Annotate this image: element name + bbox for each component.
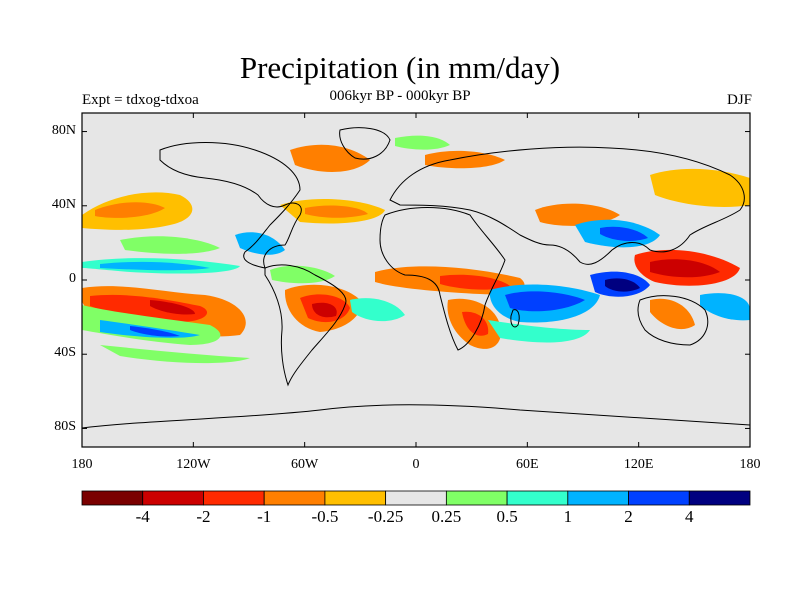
indian-ocean-wet-band [488,320,590,343]
colorbar-swatch [81,490,144,506]
lon-tick-label: 60E [516,457,539,472]
lat-tick-label: 40S [54,345,76,361]
north-australia-dry [650,298,695,330]
colorbar-label: 1 [563,507,573,526]
lon-tick-label: 120W [176,457,211,472]
colorbar-swatch [385,490,447,506]
south-pacific-wet-inner [130,326,180,337]
colorbar [81,490,751,506]
east-asia-wet-core [600,226,648,241]
arctic-canada-dry [290,144,370,172]
brazil-drier-core [312,302,337,318]
indian-ocean-wet-core [505,291,585,312]
south-america-coast [264,264,347,387]
colorbar-label: -0.5 [311,507,339,526]
colorbar-swatch [324,490,387,506]
lon-tick-label: 60W [291,457,319,472]
africa-coast [379,207,506,351]
amazon-wet [270,265,335,284]
north-pacific-dry-core [95,202,165,218]
colorbar-swatch [688,490,751,506]
australia-coast [637,295,709,346]
colorbar-label: 4 [685,507,694,526]
colorbar-label: -4 [135,507,150,526]
south-atlantic-wet [350,298,405,322]
colorbar-label: -0.25 [367,507,404,526]
madagascar-coast [510,309,520,328]
southern-ocean-wet [100,345,250,364]
colorbar-swatch [445,490,508,506]
pacific-dry-core [90,294,208,322]
central-america-wet [235,232,285,255]
axis-ticks [81,113,751,447]
chart-title: Precipitation (in mm/day) [239,50,561,85]
colorbar-swatch [506,490,569,506]
arctic-wet [395,135,450,150]
lon-tick-label: 180 [739,457,761,472]
lon-tick-label: 0 [412,457,420,472]
south-indian-wet [700,293,750,321]
antarctica-coast [82,404,750,429]
lon-tick-label: 120E [623,457,654,472]
eurasia-coast [389,146,745,265]
north-america-coast [159,142,302,269]
colorbar-swatch [567,490,629,506]
maritime-drier-core [650,259,720,278]
lat-tick-label: 80N [51,122,76,138]
colorbar-swatch [263,490,326,506]
arctic-europe-dry [425,150,505,169]
northwest-pacific-dry [650,168,750,207]
colorbar-label: 2 [624,507,633,526]
equatorial-africa-dry-core [440,274,510,290]
chart-subtitle: 006kyr BP - 000kyr BP [329,88,471,104]
colorbar-label: 0.25 [431,507,462,526]
equatorial-pacific-wet-core [100,261,210,271]
lat-tick-label: 80S [54,419,76,435]
colorbar-label: -1 [257,507,272,526]
lat-tick-label: 0 [69,271,76,286]
colorbar-label: -2 [196,507,211,526]
lon-tick-label: 180 [71,457,93,472]
colorbar-swatch [203,490,265,506]
colorbar-swatch [628,490,690,506]
north-atlantic-dry-core [305,205,368,218]
experiment-label: Expt = tdxog-tdxoa [82,92,199,108]
colorbar-swatch [142,490,204,506]
maritime-wet-core [605,278,640,292]
north-pacific-wet [120,236,220,254]
coastlines [82,127,750,429]
season-label: DJF [726,92,752,108]
greenland-coast [339,127,391,160]
lat-tick-label: 40N [51,196,76,212]
precip-fields [82,135,750,364]
colorbar-label: 0.5 [496,507,518,526]
pacific-drier-core [150,300,195,315]
